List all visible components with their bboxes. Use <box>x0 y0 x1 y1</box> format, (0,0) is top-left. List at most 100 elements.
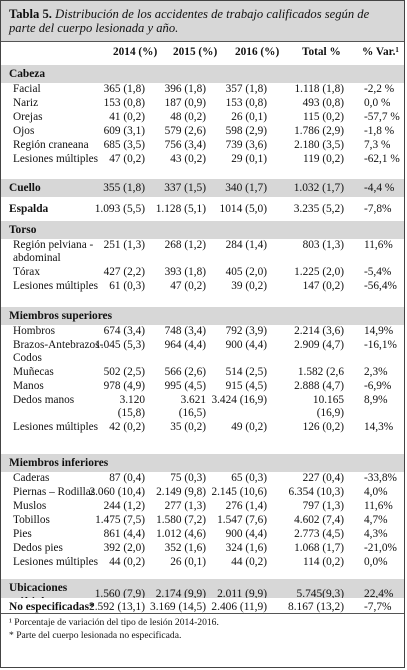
cell-v2016: 739 (3,6) <box>225 139 267 151</box>
cell-total: 1.032 (1,7) <box>293 182 344 194</box>
cell-total: 3.235 (5,2) <box>293 203 344 215</box>
cell-v2014: 609 (3,1) <box>103 125 145 137</box>
cell-var: -62,1 % <box>364 153 400 165</box>
cell-v2015: 2.149 (9,8) <box>156 486 206 498</box>
cell-total: 6.354 (10,3) <box>288 486 344 498</box>
row-label: Tobillos <box>13 514 50 526</box>
table-row: Pies 861 (4,4) 1.012 (4,6) 900 (4,4) 2.773 (… <box>1 528 404 541</box>
cell-v2015: 393 (1,8) <box>164 266 206 278</box>
row-label: Región pelviana - <box>13 239 94 251</box>
section-row-7: No especificadas* 2.592 (13,1) 3.169 (14,5… <box>1 598 404 616</box>
cell-v2014: 427 (2,2) <box>103 266 145 278</box>
cell-total: 2.214 (3,6) <box>294 325 344 337</box>
table-row: Lesiones múltiples 47 (0,2) 43 (0,2) 29 (0,… <box>1 153 404 166</box>
col-total: Total % <box>302 46 341 58</box>
cell-v2016: 1014 (5,0) <box>219 203 267 215</box>
cell-v2015: 268 (1,2) <box>164 239 206 251</box>
cell-v2014: 1.093 (5,5) <box>94 203 145 215</box>
cell-v2016: 284 (1,4) <box>225 239 267 251</box>
cell-v2016: 49 (0,2) <box>231 421 267 433</box>
cell-v2015: 3.621 <box>180 394 206 406</box>
table-row: Caderas 87 (0,4) 75 (0,3) 65 (0,3) 227 (0,4)… <box>1 472 404 485</box>
cell-total: 803 (1,3) <box>302 239 344 251</box>
section-label: Cabeza <box>9 68 46 80</box>
cell-v2016: 65 (0,3) <box>231 472 267 484</box>
cell-v2015: 26 (0,1) <box>170 556 206 568</box>
row-label: Lesiones múltiples <box>13 153 99 165</box>
row-label: Lesiones múltiples <box>13 280 99 292</box>
cell-v2015: 75 (0,3) <box>170 472 206 484</box>
cell-var: 4,7% <box>364 514 388 526</box>
cell-var: -7,8% <box>364 203 392 215</box>
section-header-0: Cabeza <box>1 65 404 83</box>
cell-var: 7,3 % <box>364 139 391 151</box>
cell-v2014: 1.560 (7,9) <box>94 588 145 600</box>
section-header-3: Torso <box>1 221 404 239</box>
cell-v2016: 1.547 (7,6) <box>217 514 267 526</box>
cell-total: 10.165 <box>312 394 344 406</box>
cell-v2016: 276 (1,4) <box>225 500 267 512</box>
cell-var: -1,8 % <box>364 125 395 137</box>
cell-v2014: 3.120 <box>119 394 145 406</box>
section-label: Cuello <box>9 182 41 194</box>
cell-v2015: 337 (1,5) <box>164 182 206 194</box>
cell-v2016: 39 (0,2) <box>231 280 267 292</box>
cell-v2015: 995 (4,5) <box>164 380 206 392</box>
cell-v2016: 3.424 (16,9) <box>211 394 267 406</box>
cell-var: -7,7% <box>364 601 392 613</box>
cell-total: 797 (1,3) <box>302 500 344 512</box>
table-row: Manos 978 (4,9) 995 (4,5) 915 (4,5) 2.888 (4… <box>1 380 404 393</box>
cell-total: 8.167 (13,2) <box>288 601 344 613</box>
row-label: Nariz <box>13 97 39 109</box>
section-row-1: Cuello 355 (1,8) 337 (1,5) 340 (1,7) 1.032 (… <box>1 179 404 197</box>
row-label: Tórax <box>13 266 40 278</box>
col-var: % Var.¹ <box>362 46 399 58</box>
cell-v2014: 978 (4,9) <box>103 380 145 392</box>
cell-v2016: 26 (0,1) <box>231 111 267 123</box>
cell-v2016: 2.145 (10,6) <box>211 486 267 498</box>
col-2015: 2015 (%) <box>173 46 218 58</box>
cell-v2014: 244 (1,2) <box>103 500 145 512</box>
cell-total: 493 (0,8) <box>302 97 344 109</box>
table-row: Orejas 41 (0,2) 48 (0,2) 26 (0,1) 115 (0,2) -… <box>1 111 404 124</box>
cell-var: 4,3% <box>364 528 388 540</box>
row-label: Región craneana <box>13 139 89 151</box>
cell-v2016: 2.406 (11,9) <box>211 601 267 613</box>
cell-v2014: 61 (0,3) <box>109 280 145 292</box>
table-row: Dedos manos 3.120 3.621 3.424 (16,9) 10.165 8… <box>1 394 404 421</box>
cell-v2015: 748 (3,4) <box>164 325 206 337</box>
cell-total: 5.745(9,3) <box>296 588 344 600</box>
table-row: Brazos-Antebrazos- Codos 1.045 (5,3) 964 (4… <box>1 339 404 366</box>
cell-v2014: 1.475 (7,5) <box>95 514 145 526</box>
cell-var: -2,2 % <box>364 83 395 95</box>
row-label: Facial <box>13 83 41 95</box>
table-row: Nariz 153 (0,8) 187 (0,9) 153 (0,8) 493 (0,8… <box>1 97 404 110</box>
cell-total-cont: (16,9) <box>316 407 344 419</box>
cell-v2015: 1.128 (5,1) <box>155 203 206 215</box>
cell-v2014: 355 (1,8) <box>103 182 145 194</box>
col-2014: 2014 (%) <box>113 46 158 58</box>
section-label: Ubicaciones <box>9 582 68 594</box>
cell-v2015: 2.174 (9,9) <box>155 588 206 600</box>
cell-v2014: 44 (0,2) <box>109 556 145 568</box>
row-label: Orejas <box>13 111 43 123</box>
cell-var: -6,9% <box>364 380 392 392</box>
cell-var: -21,0% <box>364 542 397 554</box>
section-label: Miembros inferiores <box>9 457 109 469</box>
cell-v2014: 42 (0,2) <box>109 421 145 433</box>
cell-var: 0,0 % <box>364 97 391 109</box>
table-row: Tórax 427 (2,2) 393 (1,8) 405 (2,0) 1.225 (2… <box>1 266 404 279</box>
cell-var: 0,0% <box>364 556 388 568</box>
row-label: Brazos-Antebrazos- <box>13 339 104 351</box>
cell-v2016: 792 (3,9) <box>225 325 267 337</box>
row-label: Lesiones múltiples <box>13 556 99 568</box>
column-header-row: 2014 (%) 2015 (%) 2016 (%) Total % % Var… <box>1 41 404 64</box>
cell-v2016: 405 (2,0) <box>225 266 267 278</box>
section-label: Torso <box>9 224 37 236</box>
row-label-cont: abdominal <box>13 252 61 264</box>
row-label: Dedos manos <box>13 394 75 406</box>
table-row: Ojos 609 (3,1) 579 (2,6) 598 (2,9) 1.786 (2,… <box>1 125 404 138</box>
cell-v2015: 756 (3,4) <box>164 139 206 151</box>
table-row: Lesiones múltiples 44 (0,2) 26 (0,1) 44 (0,… <box>1 556 404 569</box>
table-number: Tabla 5. <box>9 7 52 21</box>
